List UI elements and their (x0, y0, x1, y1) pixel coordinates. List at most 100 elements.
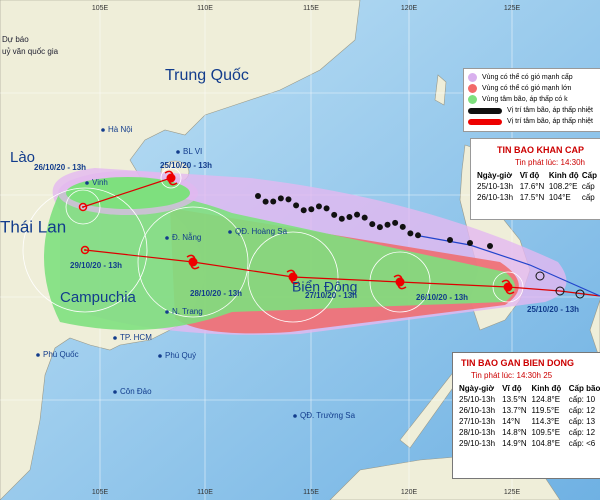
longitude-label: 105E (92, 489, 109, 496)
longitude-label: 115E (303, 489, 319, 496)
table-cell: 25/10-13h (459, 395, 496, 404)
place-label: Vinh (92, 178, 108, 187)
legend-text: Vùng tâm bão, áp thấp có k (482, 96, 568, 103)
legend-symbol (468, 107, 502, 114)
storm-marker (395, 277, 405, 287)
past-position (399, 223, 406, 230)
table-cell: 27/10-13h (459, 417, 496, 426)
storm-marker (166, 173, 176, 183)
place-dot (113, 336, 117, 340)
place-dot (113, 390, 117, 394)
longitude-label: 120E (401, 489, 418, 496)
table-cell: Cấp bão (568, 384, 600, 393)
table-cell: Ngày-giờ (459, 384, 495, 393)
table-cell: 104°E (548, 193, 571, 202)
place-label: Đ. Nẵng (172, 233, 201, 242)
past-position (407, 230, 414, 237)
date-label: 25/10/20 - 13h (527, 305, 579, 314)
table-row: 26/10-13h 13.7°N 119.5°E cấp: 12 (459, 405, 600, 416)
longitude-label: 115E (303, 5, 319, 12)
table-cell: 28/10-13h (459, 428, 496, 437)
bulletin-issued: Tin phát lúc: 14:30h 25 (471, 371, 553, 380)
place-dot (176, 150, 180, 154)
legend: Vùng có thể có gió mạnh cấp Vùng có thể c… (463, 68, 600, 132)
place-dot (158, 354, 162, 358)
place-dot (36, 353, 40, 357)
legend-item: Vùng có thể có gió mạnh lớn (468, 83, 600, 94)
table-row: 25/10-13h 17.6°N 108.2°E cấp (477, 181, 600, 192)
storm-marker (288, 272, 298, 282)
depression-marker (78, 202, 88, 212)
past-position (447, 237, 453, 243)
place-dot (228, 230, 232, 234)
table-cell: 119.5°E (531, 406, 560, 415)
date-label: 26/10/20 - 13h (34, 163, 86, 172)
table-cell: 29/10-13h (459, 439, 496, 448)
storm-positions (78, 170, 585, 299)
past-marker (555, 286, 565, 296)
legend-item: Vùng tâm bão, áp thấp có k (468, 94, 600, 105)
table-cell: 13.5°N (502, 395, 527, 404)
longitude-label: 110E (197, 5, 213, 12)
past-position (376, 224, 383, 231)
place-label: QĐ. Hoàng Sa (235, 227, 288, 236)
date-label: 26/10/20 - 13h (416, 293, 468, 302)
table-row: Ngày-giờ Vĩ độ Kinh độ Cấp (477, 170, 600, 181)
past-position (285, 196, 292, 203)
table-cell: Cấp (581, 171, 597, 180)
storm-marker-swirl (501, 279, 515, 295)
longitude-label: 125E (504, 489, 521, 496)
legend-item: Vùng có thể có gió mạnh cấp (468, 72, 600, 83)
country-label: Thái Lan (0, 217, 66, 236)
storm-marker-swirl (393, 274, 407, 290)
past-position (270, 198, 277, 205)
table-cell: Vĩ độ (519, 171, 540, 180)
date-label: 29/10/20 - 13h (70, 261, 122, 270)
date-label: 27/10/20 - 13h (305, 291, 357, 300)
place-dot (101, 128, 105, 132)
table-cell: cấp (581, 182, 595, 191)
table-cell: Ngày-giờ (477, 171, 513, 180)
table-row: Ngày-giờ Vĩ độ Kinh độ Cấp bão (459, 383, 600, 394)
table-cell: Kinh độ (548, 171, 579, 180)
past-position (369, 221, 376, 228)
longitude-label: 110E (197, 489, 213, 496)
legend-symbol (468, 84, 477, 93)
agency-text: Dự báo (2, 35, 29, 44)
table-cell: 17.6°N (519, 182, 545, 191)
table-cell: 124.8°E (531, 395, 561, 404)
place-dot (165, 236, 169, 240)
longitude-label: 105E (92, 5, 109, 12)
table-cell: Kinh độ (531, 384, 562, 393)
table-row: 27/10-13h 14°N 114.3°E cấp: 13 (459, 416, 600, 427)
bulletin-title: TIN BAO KHAN CAP (497, 145, 584, 155)
place-label: Hà Nội (108, 125, 133, 134)
table-row: 28/10-13h 14.8°N 109.5°E cấp: 12 (459, 427, 600, 438)
place-dot (293, 414, 297, 418)
past-position (487, 243, 493, 249)
table-row: 29/10-13h 14.9°N 104.8°E cấp: <6 (459, 438, 600, 449)
past-position (255, 193, 261, 199)
depression-marker-dot (84, 249, 86, 251)
bulletin-issued: Tin phát lúc: 14:30h (515, 158, 585, 167)
past-position (277, 195, 284, 202)
legend-symbol (468, 95, 477, 104)
past-position (331, 211, 338, 218)
small-storm-track (82, 177, 172, 208)
legend-symbol (468, 118, 502, 125)
date-label: 25/10/20 - 13h (160, 161, 212, 170)
east-sea-bulletin: TIN BAO GAN BIEN DONG Tin phát lúc: 14:3… (452, 352, 600, 479)
storm-marker (188, 257, 198, 267)
agency-text: uỷ văn quốc gia (2, 47, 59, 56)
table-cell: 14.9°N (502, 439, 527, 448)
storm-marker-swirl (164, 170, 178, 186)
past-position (338, 215, 345, 222)
table-row: 25/10-13h 13.5°N 124.8°E cấp: 10 (459, 394, 600, 405)
place-label: QĐ. Trường Sa (300, 411, 356, 420)
longitude-label: 125E (504, 5, 521, 12)
table-cell: cấp: <6 (568, 439, 596, 448)
place-label: BL VI (183, 147, 202, 156)
table-cell: 108.2°E (548, 182, 578, 191)
place-dot (165, 310, 169, 314)
table-cell: 25/10-13h (477, 182, 514, 191)
